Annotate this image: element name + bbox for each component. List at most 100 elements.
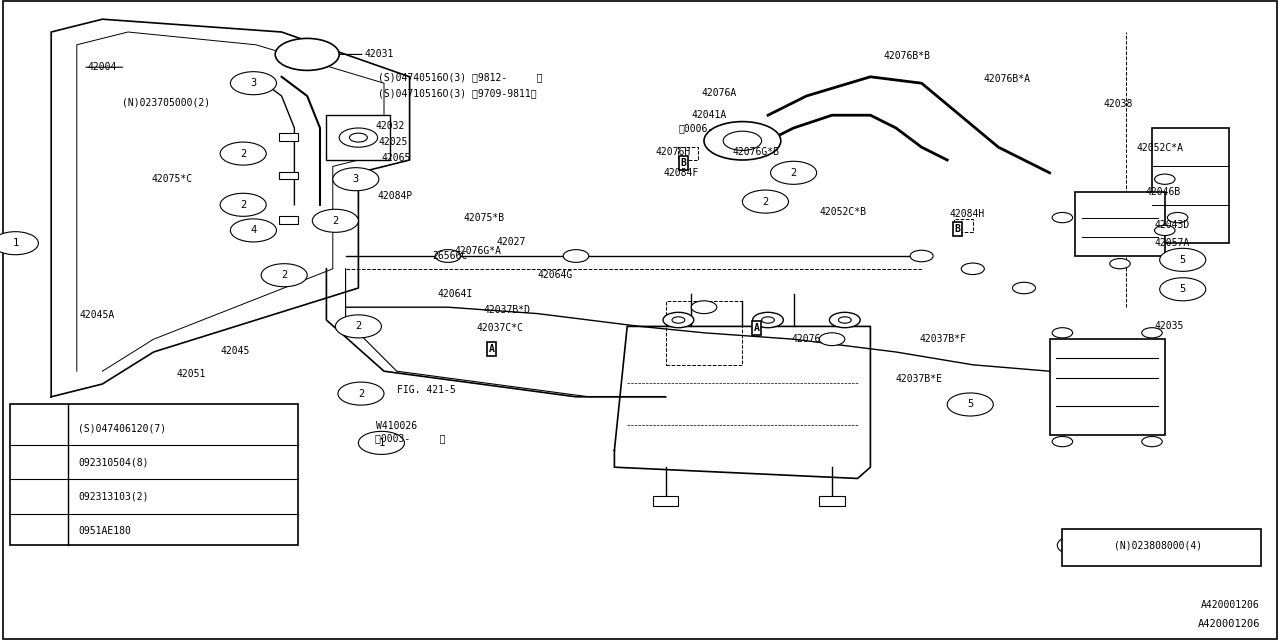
Circle shape xyxy=(1142,328,1162,338)
Polygon shape xyxy=(614,326,870,479)
Text: 4: 4 xyxy=(251,225,256,236)
Text: 2: 2 xyxy=(241,200,246,210)
Text: 42052C*A: 42052C*A xyxy=(1137,143,1184,154)
Text: 3: 3 xyxy=(353,174,358,184)
Circle shape xyxy=(220,193,266,216)
Circle shape xyxy=(723,131,762,150)
Text: 42046B: 42046B xyxy=(1146,187,1181,197)
Text: 0006-: 0006- xyxy=(678,123,714,133)
Text: 42004: 42004 xyxy=(87,62,116,72)
Text: A420001206: A420001206 xyxy=(1198,619,1261,629)
Text: 0003-     〉: 0003- 〉 xyxy=(375,433,445,444)
Text: B: B xyxy=(681,158,686,168)
Text: 0951AE180: 0951AE180 xyxy=(78,526,131,536)
Text: 42045: 42045 xyxy=(220,346,250,356)
Circle shape xyxy=(829,312,860,328)
Circle shape xyxy=(742,190,788,213)
Text: 42075*B: 42075*B xyxy=(463,212,504,223)
Text: 42037B*E: 42037B*E xyxy=(896,374,943,384)
Text: 42027: 42027 xyxy=(497,237,526,247)
Circle shape xyxy=(312,209,358,232)
Text: 2: 2 xyxy=(358,388,364,399)
Text: 42084P: 42084P xyxy=(378,191,413,202)
Bar xyxy=(10,404,298,545)
Text: 42032: 42032 xyxy=(375,121,404,131)
Text: A: A xyxy=(489,344,494,354)
Text: (S)047406120(7): (S)047406120(7) xyxy=(78,424,166,434)
Text: 42084H: 42084H xyxy=(950,209,986,220)
Text: 42076A: 42076A xyxy=(701,88,737,98)
Text: (S)04740516O(3)  9812-     〉: (S)04740516O(3) 9812- 〉 xyxy=(378,72,543,82)
Text: 4: 4 xyxy=(36,526,41,536)
Text: 3: 3 xyxy=(36,492,41,502)
Text: 42076G*A: 42076G*A xyxy=(454,246,502,256)
Bar xyxy=(1152,128,1229,243)
Text: 42045A: 42045A xyxy=(79,310,115,320)
Circle shape xyxy=(435,250,461,262)
Circle shape xyxy=(220,142,266,165)
Text: 5: 5 xyxy=(1075,540,1080,550)
Circle shape xyxy=(18,419,59,439)
Circle shape xyxy=(691,301,717,314)
Text: 42037B*D: 42037B*D xyxy=(484,305,531,316)
Text: 5: 5 xyxy=(1180,284,1185,294)
Circle shape xyxy=(819,333,845,346)
Circle shape xyxy=(0,232,38,255)
Text: 5: 5 xyxy=(1180,255,1185,265)
Text: 42031: 42031 xyxy=(365,49,394,60)
Bar xyxy=(279,216,298,224)
Text: 42041A: 42041A xyxy=(691,110,727,120)
Circle shape xyxy=(230,219,276,242)
Text: 42064G: 42064G xyxy=(538,270,573,280)
Text: 2: 2 xyxy=(282,270,287,280)
Circle shape xyxy=(771,161,817,184)
Circle shape xyxy=(663,312,694,328)
Text: 1: 1 xyxy=(379,438,384,448)
Circle shape xyxy=(910,250,933,262)
Bar xyxy=(1050,339,1165,435)
Text: 42065: 42065 xyxy=(381,153,411,163)
Circle shape xyxy=(1110,259,1130,269)
Polygon shape xyxy=(51,19,410,397)
Text: 42075*C: 42075*C xyxy=(151,174,192,184)
Bar xyxy=(279,172,298,179)
Bar xyxy=(1075,192,1165,256)
Circle shape xyxy=(1167,212,1188,223)
Text: 092310504(8): 092310504(8) xyxy=(78,458,148,468)
Circle shape xyxy=(1160,248,1206,271)
Text: 2: 2 xyxy=(333,216,338,226)
Text: 42084F: 42084F xyxy=(663,168,699,178)
Circle shape xyxy=(1012,282,1036,294)
Circle shape xyxy=(335,315,381,338)
Text: 42076G*B: 42076G*B xyxy=(732,147,780,157)
Text: A420001206: A420001206 xyxy=(1201,600,1260,610)
Text: 092313103(2): 092313103(2) xyxy=(78,492,148,502)
Circle shape xyxy=(339,128,378,147)
Text: 42035: 42035 xyxy=(1155,321,1184,332)
Text: 2: 2 xyxy=(791,168,796,178)
Circle shape xyxy=(1142,436,1162,447)
Text: (N)023705000(2): (N)023705000(2) xyxy=(122,97,210,108)
Bar xyxy=(326,115,390,160)
Text: B: B xyxy=(955,224,960,234)
Text: 42037C*C: 42037C*C xyxy=(476,323,524,333)
Text: 2: 2 xyxy=(241,148,246,159)
Circle shape xyxy=(18,521,59,541)
Circle shape xyxy=(261,264,307,287)
Text: 1: 1 xyxy=(36,424,41,434)
Circle shape xyxy=(1052,328,1073,338)
Circle shape xyxy=(838,317,851,323)
Circle shape xyxy=(358,431,404,454)
Bar xyxy=(819,496,845,506)
Circle shape xyxy=(1052,436,1073,447)
Circle shape xyxy=(1160,278,1206,301)
Circle shape xyxy=(275,38,339,70)
Circle shape xyxy=(762,317,774,323)
Circle shape xyxy=(1155,174,1175,184)
Text: A: A xyxy=(754,323,759,333)
Text: 42076: 42076 xyxy=(791,334,820,344)
Text: 42064I: 42064I xyxy=(438,289,474,300)
Text: 42051: 42051 xyxy=(177,369,206,380)
Circle shape xyxy=(672,317,685,323)
Circle shape xyxy=(704,122,781,160)
